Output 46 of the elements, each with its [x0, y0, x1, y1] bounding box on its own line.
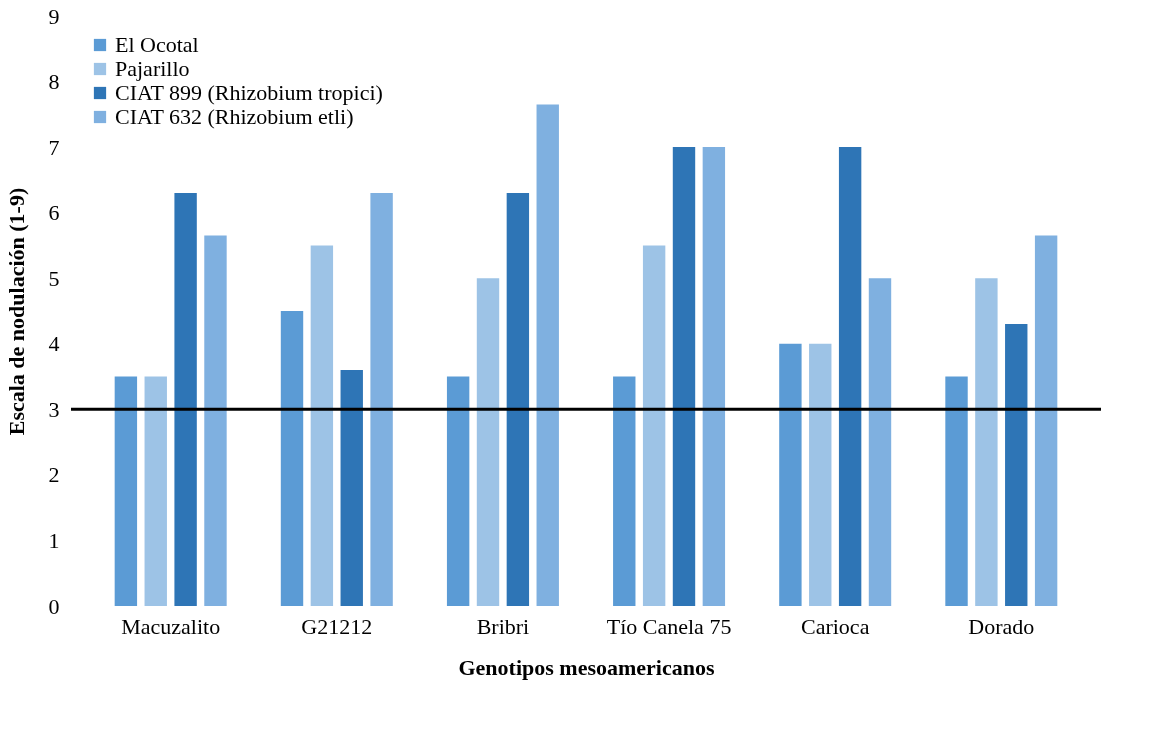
bar — [446, 376, 470, 606]
legend-label: CIAT 899 (Rhizobium tropici) — [115, 80, 383, 105]
y-tick-label: 4 — [48, 331, 60, 357]
y-tick-label: 2 — [48, 462, 60, 488]
x-tick-label: Bribri — [476, 613, 530, 639]
x-tick-label: Tío Canela 75 — [606, 613, 732, 639]
bar — [672, 147, 696, 606]
x-axis-title: Genotipos mesoamericanos — [458, 654, 715, 680]
bar — [1034, 235, 1058, 606]
bar — [809, 343, 832, 606]
y-tick-label: 3 — [48, 396, 60, 422]
legend-label: CIAT 632 (Rhizobium etli) — [115, 104, 354, 129]
x-tick-label: G21212 — [301, 613, 373, 639]
bar — [868, 278, 892, 606]
y-tick-label: 9 — [48, 3, 60, 29]
y-tick-label: 5 — [48, 265, 60, 291]
y-tick-label: 6 — [48, 200, 60, 226]
bar — [204, 235, 227, 606]
y-tick-label: 1 — [48, 527, 60, 553]
bar — [340, 370, 363, 606]
y-axis-title: Escala de nodulación (1-9) — [3, 187, 29, 436]
bar — [310, 245, 334, 606]
bar — [945, 376, 968, 606]
y-tick-label: 7 — [48, 134, 60, 160]
legend-label: Pajarillo — [115, 56, 190, 81]
bar — [506, 193, 530, 606]
bar — [838, 147, 862, 606]
bar — [975, 278, 998, 606]
legend-label: El Ocotal — [115, 32, 199, 57]
bar — [370, 193, 393, 606]
bar — [779, 343, 802, 606]
x-tick-label: Macuzalito — [121, 613, 221, 639]
bar — [1005, 324, 1028, 606]
bar — [642, 245, 666, 606]
x-tick-label: Dorado — [968, 613, 1035, 639]
bar — [280, 311, 304, 606]
y-tick-label: 8 — [48, 69, 60, 95]
bar — [613, 376, 636, 606]
bar — [536, 104, 559, 606]
y-tick-label: 0 — [48, 593, 60, 619]
bar — [476, 278, 500, 606]
x-tick-label: Carioca — [800, 613, 870, 639]
bar — [144, 376, 167, 606]
bar — [702, 147, 726, 606]
bar — [114, 376, 138, 606]
bar — [174, 193, 197, 606]
